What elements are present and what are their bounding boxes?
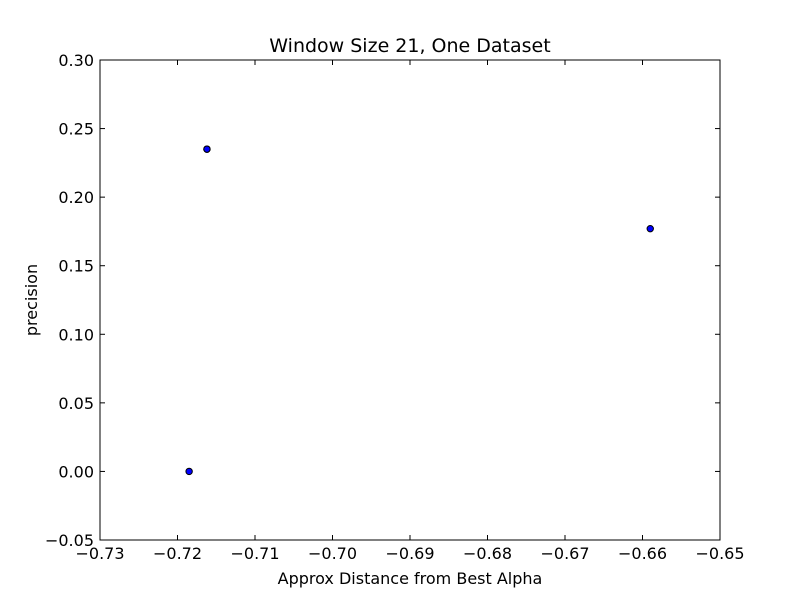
- x-tick-label: −0.71: [230, 544, 279, 563]
- x-tick-label: −0.72: [153, 544, 202, 563]
- plot-area: −0.73 −0.72 −0.71 −0.70 −0.69 −0.68 −0.67 −0.66…: [45, 51, 745, 563]
- y-tick-label: 0.30: [58, 51, 94, 70]
- chart-title: Window Size 21, One Dataset: [269, 35, 550, 57]
- x-tick-label: −0.73: [75, 544, 124, 563]
- data-point: [185, 467, 193, 476]
- y-tick-label: 0.05: [58, 394, 94, 413]
- x-tick-label: −0.66: [618, 544, 667, 563]
- x-axis-label: Approx Distance from Best Alpha: [278, 569, 543, 588]
- data-point: [203, 145, 211, 153]
- y-axis-label: precision: [22, 264, 41, 336]
- y-tick-label: 0.10: [58, 325, 94, 344]
- x-tick-label: −0.68: [463, 544, 512, 563]
- y-tick-label: 0.00: [58, 462, 94, 481]
- y-tick-label: 0.15: [58, 257, 94, 276]
- x-tick-label: −0.65: [695, 544, 744, 563]
- data-point: [646, 224, 654, 233]
- y-tick-label: 0.25: [58, 120, 94, 139]
- x-tick-label: −0.69: [385, 544, 434, 563]
- y-tick-label: 0.20: [58, 188, 94, 207]
- y-tick-label: −0.05: [45, 531, 94, 550]
- x-tick-label: −0.67: [540, 544, 589, 563]
- plot-frame: [99, 59, 721, 541]
- x-tick-label: −0.70: [308, 544, 357, 563]
